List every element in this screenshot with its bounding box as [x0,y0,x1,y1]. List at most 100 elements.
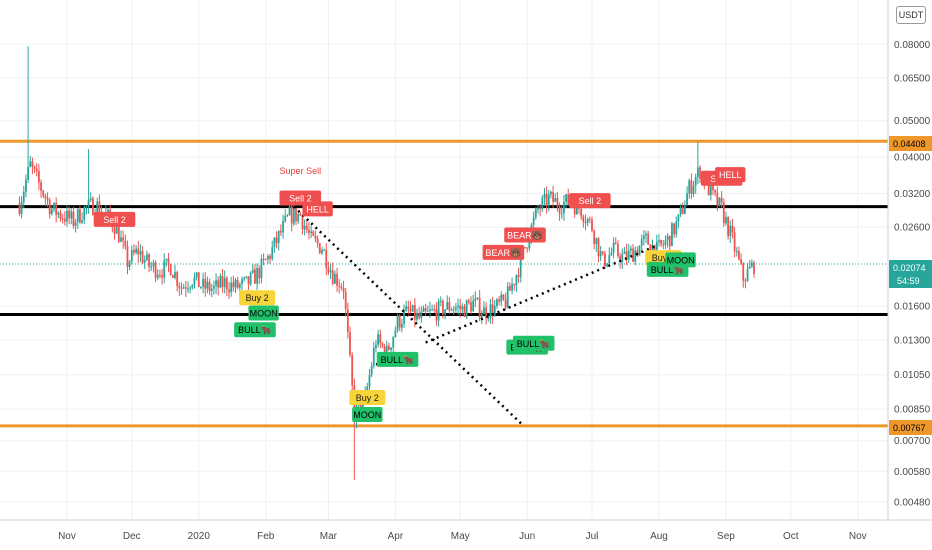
candle-body [709,185,712,196]
signal-bg [504,227,546,243]
candle-body [617,243,619,256]
candle-body [712,185,714,191]
candle-body [467,300,470,303]
candle-body [117,223,120,242]
candle-body [202,278,204,287]
candle-body [474,298,477,301]
x-tick-label: Oct [783,531,799,542]
signal-label: Sell 2 [579,196,602,206]
candle-body [57,212,60,215]
candle-body [215,280,217,286]
candle-body [396,315,399,331]
candle-body [165,258,168,261]
candle-body [429,309,431,311]
candle-body [500,294,503,302]
signal-label: MOON [667,255,695,265]
candle-body [662,244,665,246]
signal-sell: BEAR🐻 [504,227,546,243]
candle-body [25,179,27,192]
candle-body [340,286,343,288]
candle-body [120,237,122,242]
currency-badge[interactable]: USDT [896,6,926,24]
candle-body [735,251,738,253]
candle-body [547,194,550,206]
price-axis[interactable]: 0.08000 0.06500 0.05000 0.04000 0.03200 0.026… [887,0,931,520]
candle-body [623,251,626,254]
candle-body [312,231,315,236]
candle-body [241,279,243,285]
candle-body [660,240,663,245]
candle-body [586,218,589,223]
candle-body [87,199,90,207]
candle-body [370,366,373,376]
candle-body [323,249,325,251]
candle-body [452,309,455,311]
candle-body [316,238,319,244]
signal-sell: HELL [302,201,333,217]
y-tick-label: 0.02600 [894,223,931,234]
candle-body [76,209,79,223]
candle-body [72,211,75,226]
candle-body [48,199,51,215]
candle-body [420,311,423,319]
candle-body [400,323,403,328]
candle-body [139,251,142,255]
candle-body [174,272,176,278]
signal-sell: HELL [715,167,746,183]
candle-body [692,185,695,194]
signal-label: Sell 2 [103,215,126,225]
candle-body [338,285,341,287]
signal-sell: BEAR🐻 [482,244,525,260]
candle-body [608,254,611,264]
candle-body [526,247,529,249]
candle-body [79,209,81,223]
chart-grid [0,0,888,520]
y-tick-label: 0.03200 [894,189,931,200]
candle-body [22,191,25,202]
candle-body [392,336,395,348]
candle-body [563,201,565,214]
candle-body [184,287,187,289]
signal-bg [349,390,386,406]
candle-body [156,274,159,278]
signal-bull: BULL🐂 [512,335,555,351]
y-tick-label: 0.06500 [894,74,931,85]
candle-body [539,208,542,210]
candle-body [126,246,129,267]
candle-body [288,206,291,216]
candle-body [619,255,621,263]
candle-body [333,273,336,284]
candle-body [135,248,138,253]
candle-body [303,225,306,230]
candle-body [560,213,563,215]
candle-body [496,299,498,306]
horizontal-levels [0,139,888,428]
candle-body [27,167,29,180]
candlestick-series [18,46,755,480]
candle-body [277,230,280,243]
candle-body [193,277,196,285]
candle-body [604,253,606,267]
candle-body [591,219,593,231]
candle-body [40,182,42,191]
candle-body [137,248,140,255]
candle-body [537,208,539,210]
candle-body [325,249,328,268]
candle-body [738,251,740,260]
x-tick-label: Jul [586,531,599,542]
candle-body [379,334,382,344]
y-tick-label: 0.00700 [894,436,931,447]
candle-body [169,264,172,276]
candle-body [718,197,721,206]
candle-body [143,259,146,263]
candle-body [89,198,92,200]
time-axis[interactable]: Nov Dec 2020 Feb Mar Apr May Jun Jul Aug Sep Oct Nov [0,519,932,542]
candle-body [68,210,71,219]
candle-body [614,242,617,244]
candle-body [225,277,228,290]
candle-body [197,272,200,288]
candle-body [498,299,500,302]
candle-body [33,166,36,169]
candle-body [601,251,604,254]
